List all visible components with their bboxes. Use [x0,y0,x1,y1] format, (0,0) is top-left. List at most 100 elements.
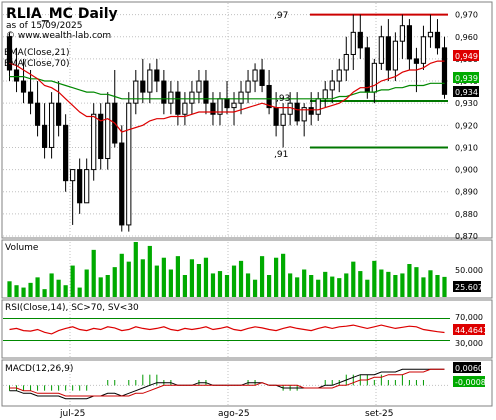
macd-badge-bot [453,376,485,387]
volume-bar [7,281,12,297]
candle-body [329,80,335,91]
volume-bar [421,277,426,297]
macd-lines [3,368,450,400]
volume-bar [119,253,124,297]
volume-bar [266,275,272,297]
candle-body [140,80,146,93]
volume-bar [126,261,131,297]
volume-badge [453,281,481,292]
candle-body [196,80,202,93]
volume-bar [274,257,279,297]
volume-bar [231,265,237,297]
volume-bar [309,275,314,297]
candle-body [63,124,69,182]
volume-bar [407,264,412,297]
volume-bar [414,267,419,297]
close-badge [453,86,479,97]
candle-body [34,102,41,126]
volume-bar [365,279,370,297]
macd-badge-top-text: 0,0060 [455,364,483,373]
x-label-jul: jul-25 [59,409,85,419]
macd-signal-line [9,368,445,397]
volume-bar [379,269,384,297]
candle-body [133,80,139,104]
candle-body [406,25,413,60]
volume-bar [196,264,202,297]
candle-body [175,91,181,115]
volume-bar [154,265,159,297]
volume-bar [337,278,342,297]
candle-body [350,31,356,55]
rsi-line [9,324,445,335]
volume-bar [435,275,440,297]
volume-bar [147,245,152,297]
ema21-label: EMA(Close,21) [4,48,69,58]
rsi-badge [453,324,485,335]
price-tick-label: 0,880 [455,210,478,219]
volume-bar [428,270,433,297]
candle-body [70,169,76,182]
volume-tick: 50.000 [455,266,483,275]
rsi-tick-70: 70,000 [455,313,483,322]
volume-bar [77,287,82,297]
price-tick-label: 0,920 [455,121,478,130]
volume-bar [91,249,96,297]
volume-bar [182,275,188,297]
price-tick-label: 0,930 [455,99,478,108]
candle-body [280,113,286,126]
candle-body [77,169,83,204]
volume-bar [175,256,180,297]
candle-body [98,113,104,160]
volume-bar [84,269,89,297]
volume-bars [7,242,447,297]
volume-badge-text: 25.607 [455,283,483,292]
price-tick-label: 0,870 [455,232,478,241]
volume-bar [21,287,26,297]
annotation-mid: ,93 [276,94,290,104]
volume-bar [112,267,117,297]
candle-body [301,107,307,122]
volume-bar [344,273,349,297]
volume-bar [281,253,286,297]
candle-body [385,36,391,71]
volume-bar [49,273,54,297]
candle-body [224,98,230,109]
volume-bar [217,271,223,297]
volume-bar [252,279,258,297]
candle-body [371,62,377,93]
annotation-low: ,91 [274,150,288,160]
price-tick-label: 0,890 [455,188,478,197]
candle-body [147,69,153,93]
volume-bar [14,285,19,297]
volume-bar [224,275,230,297]
volume-bar [203,257,209,297]
volume-bar [323,271,328,297]
candle-body [441,47,448,95]
candle-body [357,31,363,49]
volume-bar [400,273,405,297]
ema21-badge-text: 0,949 [455,52,478,61]
candle-body [259,69,265,86]
candle-body [13,69,20,82]
volume-bar [245,273,251,297]
candle-body [161,80,167,104]
close-badge-text: 0,934 [455,88,478,97]
ema70-line [9,76,445,100]
price-tick-label: 0,910 [455,143,478,152]
candle-body [399,25,406,42]
ema21-line [9,60,445,133]
volume-bar [42,289,47,297]
candle-body [336,69,342,82]
candle-body [6,36,13,71]
candle-body [308,107,314,115]
candle-body [315,98,321,115]
ema21-badge [453,50,479,61]
volume-bar [105,275,110,297]
candle-body [420,36,427,64]
x-label-ago: ago-25 [218,409,250,419]
volume-bar [442,276,447,297]
candle-body [27,91,34,104]
volume-bar [56,279,61,297]
